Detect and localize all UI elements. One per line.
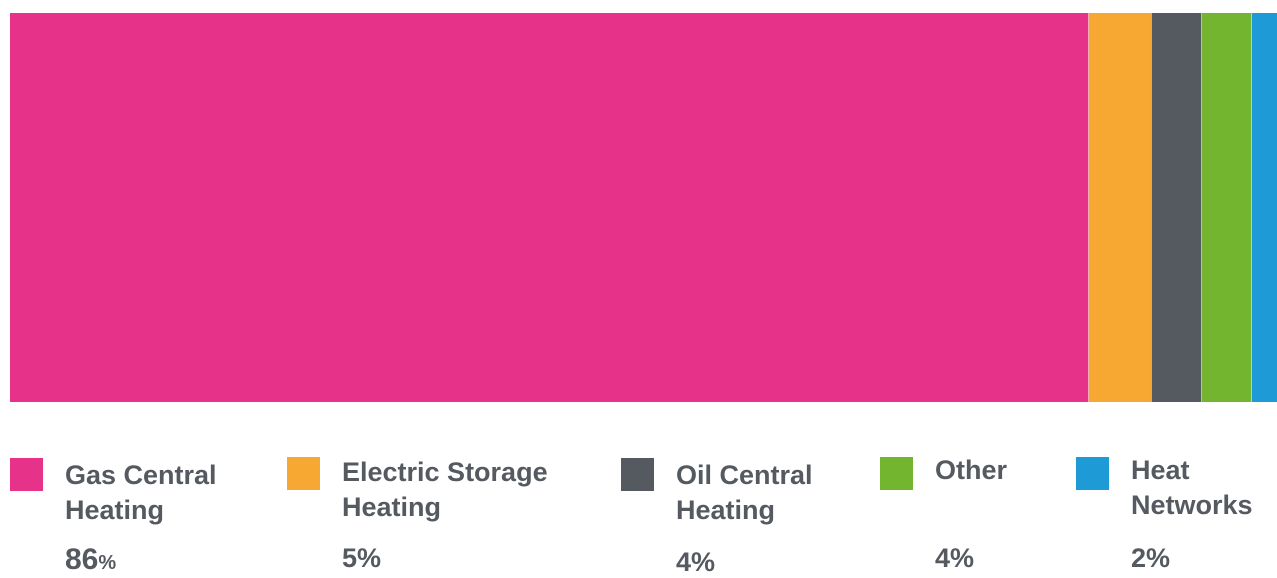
data-label-unit: % <box>98 552 117 574</box>
legend-label-line1: Gas Central <box>65 460 217 490</box>
data-label-unit: % <box>357 543 382 573</box>
bar-segment-gas-central-heating <box>10 13 1089 402</box>
legend-swatch-oil <box>621 458 654 491</box>
bar-segment-oil-central-heating <box>1151 13 1202 402</box>
data-label-unit: % <box>691 547 716 577</box>
legend-label-line1: Other <box>935 455 1008 485</box>
data-label-oil: 4% <box>676 547 715 578</box>
data-label-heat-networks: 2% <box>1131 543 1170 574</box>
legend-label-line1: Heat <box>1131 455 1190 485</box>
data-label-value: 4 <box>935 543 951 573</box>
data-label-unit: % <box>950 543 975 573</box>
legend-swatch-electric <box>287 457 320 490</box>
bar-segment-heat-networks <box>1251 13 1277 402</box>
legend-label-line2: Heating <box>342 492 442 522</box>
data-label-gas: 86% <box>65 543 116 577</box>
bar-segment-electric-storage-heating <box>1088 13 1152 402</box>
stacked-bar <box>10 13 1277 402</box>
legend-swatch-gas <box>10 458 43 491</box>
legend-swatch-heat-networks <box>1076 457 1109 490</box>
legend-label-line2: Networks <box>1131 490 1253 520</box>
data-label-value: 86 <box>65 543 99 576</box>
data-label-electric: 5% <box>342 543 381 574</box>
legend-label-line1: Electric Storage <box>342 457 548 487</box>
data-label-other: 4% <box>935 543 974 574</box>
bar-segment-other <box>1201 13 1252 402</box>
legend-swatch-other <box>880 457 913 490</box>
data-label-value: 4 <box>676 547 692 577</box>
legend-label-line2: Heating <box>65 495 165 525</box>
data-label-value: 5 <box>342 543 358 573</box>
legend-label-line2: Heating <box>676 495 776 525</box>
data-label-value: 2 <box>1131 543 1147 573</box>
data-label-unit: % <box>1146 543 1171 573</box>
legend-label-line1: Oil Central <box>676 460 813 490</box>
